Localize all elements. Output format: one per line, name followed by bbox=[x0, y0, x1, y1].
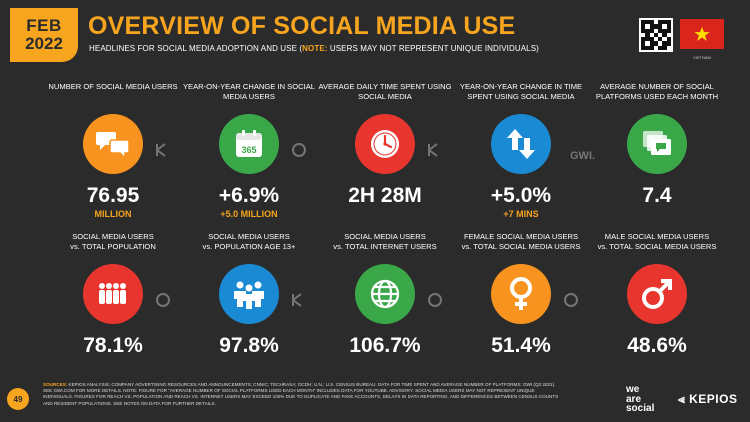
stats-row-2: SOCIAL MEDIA USERS vs. TOTAL POPULATION 7… bbox=[45, 232, 725, 382]
subtitle-note: NOTE: bbox=[302, 44, 328, 53]
stat-label: SOCIAL MEDIA USERS vs. TOTAL INTERNET USE… bbox=[333, 232, 436, 260]
badge-year: 2022 bbox=[25, 34, 63, 53]
datareportal-mark-icon bbox=[292, 143, 306, 157]
chat-bubbles-icon bbox=[83, 114, 143, 174]
people-group-icon bbox=[83, 264, 143, 324]
stat-vs-age13: SOCIAL MEDIA USERS vs. POPULATION AGE 13+… bbox=[181, 232, 317, 382]
kepios-logo: ⪡ KEPIOS bbox=[678, 392, 737, 407]
stat-yoy-users: YEAR-ON-YEAR CHANGE IN SOCIAL MEDIA USER… bbox=[181, 82, 317, 232]
brand-line: we bbox=[626, 384, 640, 395]
stat-vs-population: SOCIAL MEDIA USERS vs. TOTAL POPULATION 7… bbox=[45, 232, 181, 382]
stat-label-line1: MALE SOCIAL MEDIA USERS bbox=[604, 232, 710, 241]
page-number: 49 bbox=[7, 388, 29, 410]
kepios-k-icon: ⪡ bbox=[678, 392, 686, 406]
stat-value: +5.0% bbox=[490, 184, 552, 207]
page-title: OVERVIEW OF SOCIAL MEDIA USE bbox=[88, 12, 516, 40]
stat-male-users: MALE SOCIAL MEDIA USERS vs. TOTAL SOCIAL … bbox=[589, 232, 725, 382]
clock-icon bbox=[355, 114, 415, 174]
stat-avg-platforms: AVERAGE NUMBER OF SOCIAL PLATFORMS USED … bbox=[589, 82, 725, 232]
stats-row-1: NUMBER OF SOCIAL MEDIA USERS 76.95 MILLI… bbox=[45, 82, 725, 232]
datareportal-mark-icon bbox=[564, 293, 578, 307]
stat-label: MALE SOCIAL MEDIA USERS vs. TOTAL SOCIAL … bbox=[598, 232, 717, 260]
stat-value: 106.7% bbox=[349, 334, 421, 357]
stat-label-line2: vs. TOTAL INTERNET USERS bbox=[333, 241, 437, 251]
stat-label-line1: SOCIAL MEDIA USERS bbox=[344, 232, 426, 241]
stat-label: SOCIAL MEDIA USERS vs. TOTAL POPULATION bbox=[70, 232, 156, 260]
female-symbol-icon bbox=[491, 264, 551, 324]
sources-label: SOURCES: bbox=[43, 382, 68, 387]
stacked-windows-icon bbox=[627, 114, 687, 174]
subtitle-text-post: USERS MAY NOT REPRESENT UNIQUE INDIVIDUA… bbox=[327, 44, 539, 53]
stat-value: +6.9% bbox=[218, 184, 280, 207]
stat-yoy-time: YEAR-ON-YEAR CHANGE IN TIME SPENT USING … bbox=[453, 82, 589, 232]
stat-sub: MILLION bbox=[94, 209, 132, 219]
stat-label-line2: vs. TOTAL SOCIAL MEDIA USERS bbox=[461, 241, 581, 251]
stat-value: 97.8% bbox=[219, 334, 279, 357]
sources-text: SOURCES: KEPIOS ANALYSIS; COMPANY ADVERT… bbox=[43, 382, 563, 407]
stat-label: FEMALE SOCIAL MEDIA USERS vs. TOTAL SOCIA… bbox=[462, 232, 581, 260]
stat-label: YEAR-ON-YEAR CHANGE IN TIME SPENT USING … bbox=[459, 82, 583, 101]
calendar-icon: 365 bbox=[219, 114, 279, 174]
stat-value: 76.95 bbox=[86, 184, 140, 207]
gwi-logo: GWI. bbox=[570, 150, 596, 162]
stat-label: AVERAGE NUMBER OF SOCIAL PLATFORMS USED … bbox=[595, 82, 719, 101]
badge-month: FEB bbox=[26, 16, 62, 36]
stat-label-line2: vs. TOTAL SOCIAL MEDIA USERS bbox=[597, 241, 717, 251]
kepios-mark-icon bbox=[156, 143, 166, 157]
stat-label: SOCIAL MEDIA USERS vs. POPULATION AGE 13+ bbox=[203, 232, 296, 260]
brand-line: social bbox=[626, 403, 655, 414]
stat-female-users: FEMALE SOCIAL MEDIA USERS vs. TOTAL SOCIA… bbox=[453, 232, 589, 382]
adults-group-icon bbox=[219, 264, 279, 324]
up-down-arrows-icon bbox=[491, 114, 551, 174]
stat-label: NUMBER OF SOCIAL MEDIA USERS bbox=[48, 82, 178, 91]
datareportal-mark-icon bbox=[428, 293, 442, 307]
globe-icon bbox=[355, 264, 415, 324]
brand-line: are bbox=[626, 393, 642, 405]
stat-value: 78.1% bbox=[83, 334, 143, 357]
stat-sub: +5.0 MILLION bbox=[220, 209, 278, 219]
stats-grid: NUMBER OF SOCIAL MEDIA USERS 76.95 MILLI… bbox=[45, 82, 725, 382]
stat-value: 2H 28M bbox=[348, 184, 422, 207]
calendar-number: 365 bbox=[241, 145, 256, 155]
stat-sub: +7 MINS bbox=[503, 209, 539, 219]
subtitle-text-pre: HEADLINES FOR SOCIAL MEDIA ADOPTION AND … bbox=[89, 44, 303, 53]
stat-label-line2: vs. TOTAL POPULATION bbox=[70, 241, 156, 251]
stat-value: 48.6% bbox=[627, 334, 687, 357]
stat-label: AVERAGE DAILY TIME SPENT USING SOCIAL ME… bbox=[318, 82, 452, 101]
page-subtitle: HEADLINES FOR SOCIAL MEDIA ADOPTION AND … bbox=[89, 44, 539, 53]
sources-body: KEPIOS ANALYSIS; COMPANY ADVERTISING RES… bbox=[43, 382, 559, 406]
kepios-wordmark: KEPIOS bbox=[689, 392, 738, 406]
country-label: VIETNAM bbox=[693, 55, 711, 60]
stat-label: YEAR-ON-YEAR CHANGE IN SOCIAL MEDIA USER… bbox=[182, 82, 316, 101]
stat-social-media-users: NUMBER OF SOCIAL MEDIA USERS 76.95 MILLI… bbox=[45, 82, 181, 232]
stat-vs-internet-users: SOCIAL MEDIA USERS vs. TOTAL INTERNET USE… bbox=[317, 232, 453, 382]
kepios-mark-icon bbox=[428, 143, 438, 157]
date-badge: FEB 2022 bbox=[10, 8, 78, 62]
stat-label-line1: SOCIAL MEDIA USERS bbox=[72, 232, 154, 241]
stat-label-line1: FEMALE SOCIAL MEDIA USERS bbox=[463, 232, 579, 241]
datareportal-mark-icon bbox=[156, 293, 170, 307]
we-are-social-logo: we are social bbox=[626, 385, 654, 414]
stat-label-line1: SOCIAL MEDIA USERS bbox=[208, 232, 290, 241]
stat-daily-time: AVERAGE DAILY TIME SPENT USING SOCIAL ME… bbox=[317, 82, 453, 232]
vietnam-flag-icon bbox=[680, 19, 724, 49]
stat-value: 7.4 bbox=[642, 184, 672, 207]
kepios-mark-icon bbox=[292, 293, 302, 307]
stat-value: 51.4% bbox=[491, 334, 551, 357]
qr-code-icon bbox=[639, 18, 673, 52]
male-symbol-icon bbox=[627, 264, 687, 324]
stat-label-line2: vs. POPULATION AGE 13+ bbox=[202, 241, 296, 251]
